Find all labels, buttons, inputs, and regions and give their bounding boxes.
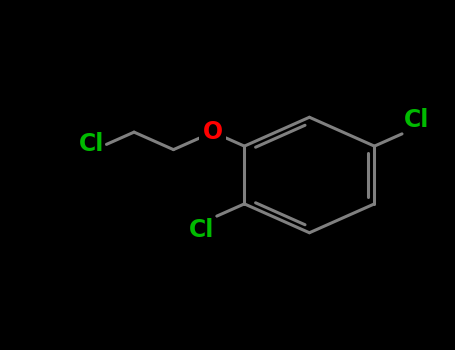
Text: Cl: Cl bbox=[189, 218, 214, 242]
Text: Cl: Cl bbox=[404, 108, 430, 132]
Text: Cl: Cl bbox=[79, 132, 104, 156]
Text: O: O bbox=[203, 120, 223, 144]
